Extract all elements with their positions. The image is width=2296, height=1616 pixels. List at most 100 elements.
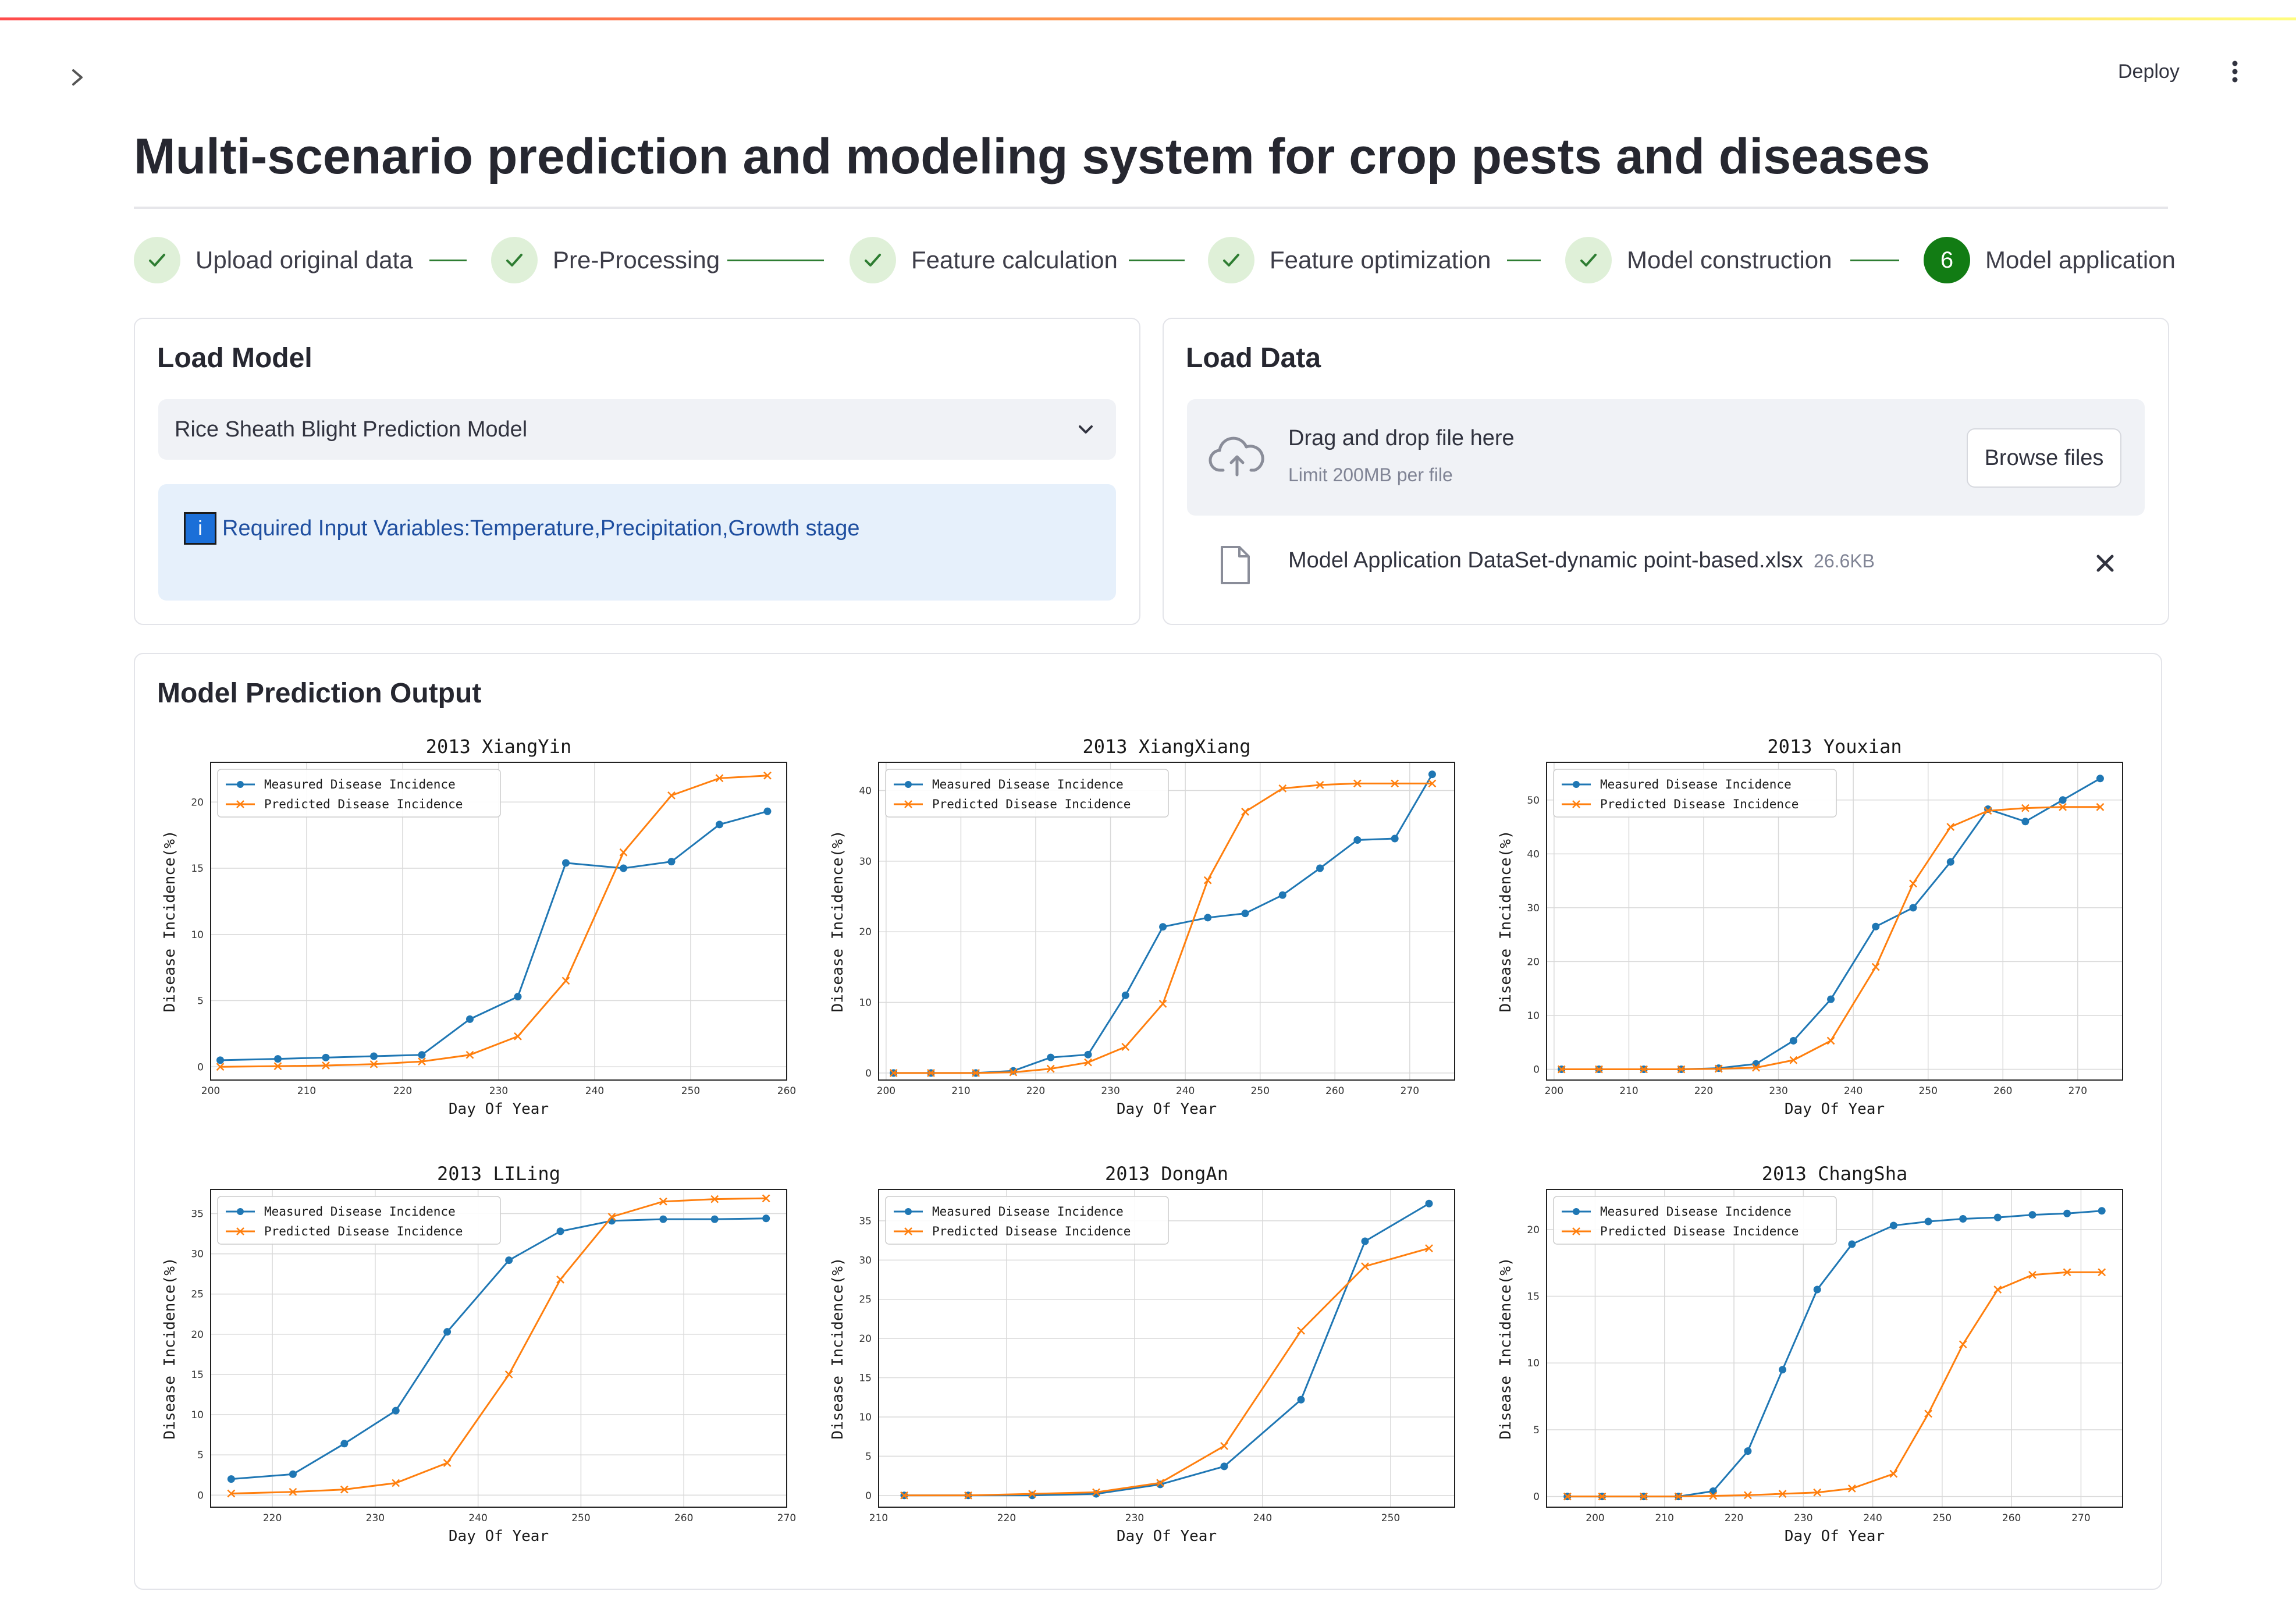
main-menu-button[interactable]	[2220, 56, 2249, 87]
check-icon	[1208, 237, 1254, 283]
predicted-point	[1316, 780, 1324, 789]
y-tick-label: 0	[1533, 1491, 1540, 1503]
predicted-series-line	[904, 1247, 1430, 1497]
measured-series-line	[1561, 777, 2101, 1070]
predicted-point	[1640, 1065, 1648, 1074]
measured-point	[1391, 834, 1399, 843]
predicted-point	[504, 1370, 513, 1379]
browse-files-button[interactable]: Browse files	[1967, 428, 2121, 488]
measured-point	[1993, 1213, 2002, 1221]
file-size: 26.6KB	[1814, 550, 1875, 571]
y-axis-label: Disease Incidence(%)	[161, 830, 179, 1012]
predicted-point	[369, 1060, 378, 1068]
app-top-decoration	[0, 17, 2296, 20]
step-label: Upload original data	[196, 246, 413, 274]
legend-entry: Measured Disease Incidence	[264, 777, 456, 791]
step-connector	[727, 260, 824, 261]
x-tick-label: 270	[1401, 1085, 1419, 1097]
predicted-point	[1203, 876, 1212, 885]
measured-point	[620, 864, 627, 872]
measured-point	[763, 807, 772, 815]
measured-point	[667, 858, 676, 866]
predicted-point	[1984, 807, 1992, 815]
x-tick-label: 260	[674, 1512, 693, 1524]
x-axis-label: Day Of Year	[1785, 1100, 1885, 1118]
measured-point	[1889, 1221, 1897, 1230]
predicted-point	[556, 1275, 564, 1284]
deploy-button[interactable]: Deploy	[2118, 60, 2180, 83]
predicted-point	[1428, 779, 1437, 788]
y-tick-label: 20	[191, 1329, 204, 1341]
step-label: Feature optimization	[1270, 246, 1491, 274]
x-tick-label: 230	[1101, 1085, 1119, 1097]
predicted-point	[889, 1068, 898, 1077]
measured-point	[1946, 858, 1954, 866]
predicted-point	[2096, 802, 2105, 811]
step-feature-optimization[interactable]: Feature optimization	[1208, 235, 1491, 285]
x-tick-label: 230	[1769, 1085, 1787, 1097]
predicted-point	[619, 848, 628, 857]
measured-point	[466, 1015, 474, 1023]
step-connector	[429, 260, 467, 261]
y-tick-label: 35	[191, 1208, 204, 1220]
predicted-point	[1752, 1063, 1760, 1072]
step-model-construction[interactable]: Model construction	[1565, 235, 1832, 285]
predicted-point	[216, 1063, 225, 1071]
y-tick-label: 10	[859, 1412, 872, 1423]
sidebar-expand-button[interactable]	[63, 63, 92, 92]
y-axis-label: Disease Incidence(%)	[1497, 830, 1515, 1012]
plot-frame	[210, 1189, 787, 1508]
predicted-point	[1391, 779, 1399, 788]
predicted-point	[1092, 1488, 1100, 1497]
load-data-title: Load Data	[1186, 343, 1321, 374]
measured-point	[2098, 1207, 2106, 1215]
x-tick-label: 260	[777, 1085, 796, 1097]
predicted-point	[1677, 1065, 1686, 1074]
x-tick-label: 210	[951, 1085, 970, 1097]
predicted-point	[659, 1197, 667, 1206]
step-label: Model application	[1985, 246, 2176, 274]
x-tick-label: 200	[201, 1085, 220, 1097]
legend-entry: Predicted Disease Incidence	[1600, 797, 1799, 811]
predicted-point	[2021, 804, 2030, 812]
x-tick-label: 250	[1918, 1085, 1937, 1097]
predicted-point	[561, 976, 570, 985]
measured-point	[392, 1407, 400, 1415]
chevron-right-icon	[72, 69, 83, 86]
y-tick-label: 30	[859, 856, 872, 868]
x-tick-label: 240	[1863, 1512, 1882, 1524]
predicted-point	[227, 1489, 236, 1498]
chart-dongan: 2013 DongAn 210 220 230 240 250 0 5 10 15 20 25 30 35…	[826, 1163, 1495, 1593]
predicted-point	[1084, 1058, 1092, 1067]
step-feature-calculation[interactable]: Feature calculation	[850, 235, 1118, 285]
y-tick-label: 10	[859, 997, 872, 1009]
predicted-point	[1714, 1064, 1723, 1073]
check-icon	[1565, 237, 1612, 283]
step-number-badge: 6	[1924, 237, 1970, 283]
measured-point	[1744, 1447, 1752, 1455]
predicted-point	[1220, 1441, 1228, 1450]
measured-point	[514, 993, 522, 1001]
legend-entry: Predicted Disease Incidence	[932, 797, 1131, 811]
step-model-application[interactable]: 6 Model application	[1924, 235, 2176, 285]
predicted-point	[927, 1068, 935, 1077]
measured-point	[1316, 864, 1324, 872]
plot-frame	[878, 762, 1455, 1081]
y-tick-label: 0	[865, 1068, 872, 1079]
measured-point	[1159, 923, 1167, 931]
file-dropzone[interactable]: Drag and drop file here Limit 200MB per …	[1187, 399, 2145, 516]
x-tick-label: 240	[468, 1512, 487, 1524]
measured-point	[2028, 1211, 2036, 1219]
predicted-point	[1361, 1262, 1369, 1271]
y-tick-label: 25	[859, 1294, 872, 1306]
close-icon[interactable]	[2089, 547, 2121, 580]
predicted-point	[762, 1194, 770, 1203]
y-tick-label: 5	[197, 1450, 204, 1461]
step-upload-original-data[interactable]: Upload original data	[134, 235, 413, 285]
predicted-point	[715, 774, 724, 783]
model-select[interactable]: Rice Sheath Blight Prediction Model	[158, 399, 1116, 460]
y-axis-label: Disease Incidence(%)	[1497, 1257, 1515, 1439]
step-pre-processing[interactable]: Pre-Processing	[491, 235, 720, 285]
y-tick-label: 20	[859, 1333, 872, 1345]
chart-title: 2013 ChangSha	[1762, 1163, 1907, 1185]
